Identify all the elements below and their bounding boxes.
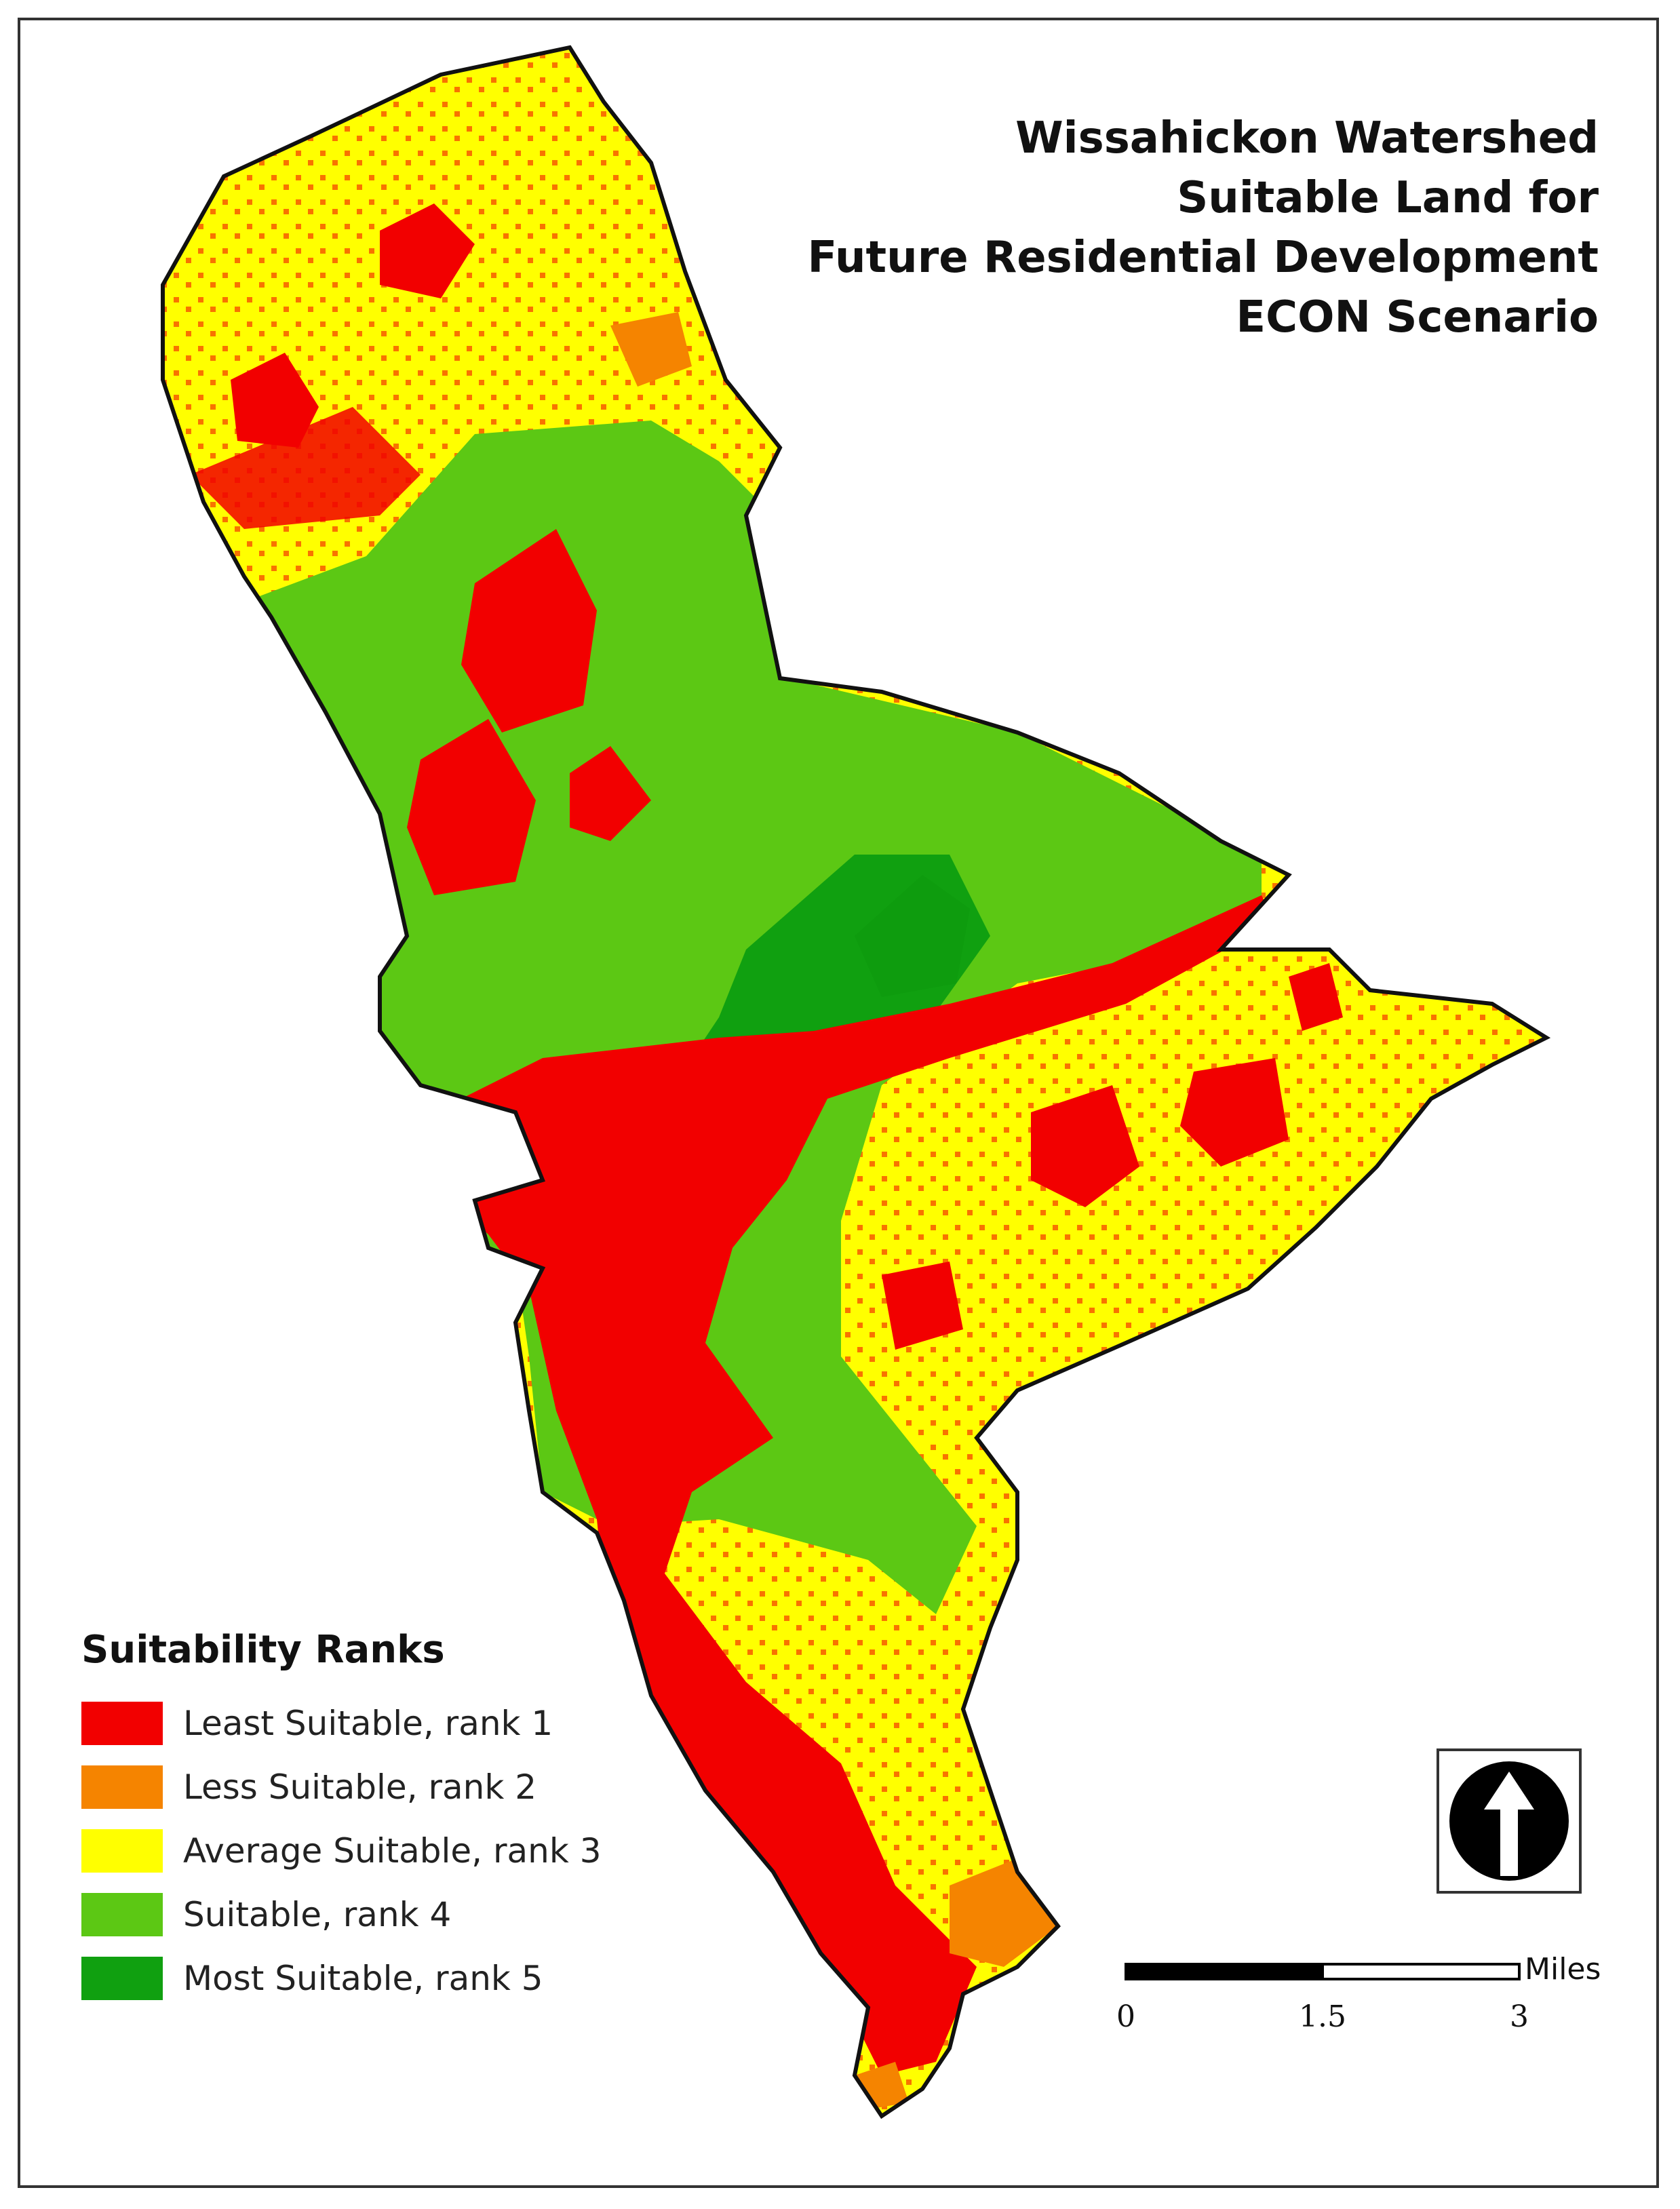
north-arrow <box>1437 1748 1582 1894</box>
legend-label: Most Suitable, rank 5 <box>183 1959 543 1998</box>
legend-label: Average Suitable, rank 3 <box>183 1831 602 1871</box>
title-line: ECON Scenario <box>1236 292 1599 343</box>
title-line: Future Residential Development <box>807 233 1599 283</box>
scale-tick: 1.5 <box>1299 1999 1346 2034</box>
scale-unit: Miles <box>1525 1952 1601 1987</box>
legend-label: Suitable, rank 4 <box>183 1895 452 1934</box>
legend-item: Least Suitable, rank 1 <box>81 1702 602 1745</box>
legend-item: Average Suitable, rank 3 <box>81 1829 602 1873</box>
legend-swatch <box>81 1829 163 1873</box>
scale-tick: 0 <box>1116 1999 1135 2034</box>
legend-swatch <box>81 1893 163 1936</box>
legend-swatch <box>81 1957 163 2000</box>
legend-item: Most Suitable, rank 5 <box>81 1957 602 2000</box>
legend-label: Least Suitable, rank 1 <box>183 1704 553 1743</box>
scale-tick: 3 <box>1510 1999 1529 2034</box>
map-title: Wissahickon Watershed Suitable Land for … <box>649 109 1599 347</box>
legend: Suitability Ranks Least Suitable, rank 1… <box>81 1628 602 2020</box>
scale-bar: Miles 0 1.5 3 <box>1116 1952 1601 2034</box>
legend-swatch <box>81 1702 163 1745</box>
legend-item: Suitable, rank 4 <box>81 1893 602 1936</box>
title-line: Suitable Land for <box>1177 173 1599 223</box>
legend-swatch <box>81 1765 163 1809</box>
legend-item: Less Suitable, rank 2 <box>81 1765 602 1809</box>
title-line: Wissahickon Watershed <box>1015 113 1599 163</box>
legend-label: Less Suitable, rank 2 <box>183 1767 537 1807</box>
legend-title: Suitability Ranks <box>81 1628 445 1672</box>
